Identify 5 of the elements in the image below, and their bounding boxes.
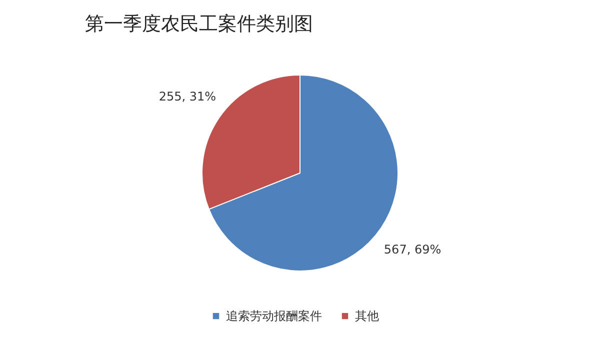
legend-label: 追索劳动报酬案件 bbox=[226, 309, 322, 324]
data-label: 567, 69% bbox=[384, 242, 442, 256]
data-label: 255, 31% bbox=[158, 90, 216, 104]
chart-title: 第一季度农民工案件类别图 bbox=[85, 13, 313, 35]
legend-label: 其他 bbox=[355, 309, 379, 324]
